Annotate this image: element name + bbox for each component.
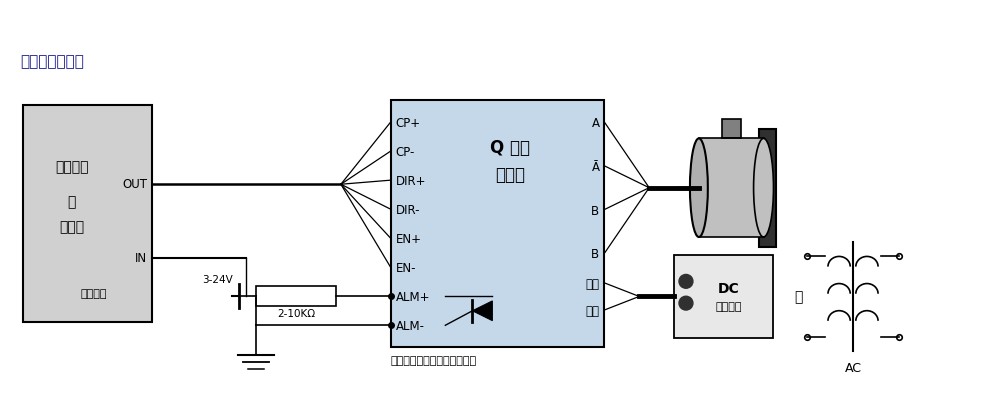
Text: DIR-: DIR-	[396, 204, 420, 217]
Text: 正常光耦导通，报警光耦截止: 正常光耦导通，报警光耦截止	[391, 355, 477, 365]
Bar	[391, 101, 604, 347]
Bar	[759, 129, 776, 247]
Bar	[722, 119, 741, 139]
Text: EN+: EN+	[396, 233, 422, 246]
Text: 数控系统: 数控系统	[55, 160, 89, 174]
Text: EN-: EN-	[396, 262, 416, 275]
Text: ALM-: ALM-	[396, 320, 425, 333]
Text: Q 系列: Q 系列	[490, 139, 530, 156]
Text: A: A	[591, 117, 599, 130]
Text: DC: DC	[718, 281, 740, 296]
Circle shape	[679, 275, 693, 288]
Ellipse shape	[754, 139, 773, 237]
Text: 或: 或	[68, 195, 76, 209]
Text: AC: AC	[845, 361, 862, 374]
Text: 驱动器: 驱动器	[495, 165, 525, 183]
Text: 或: 或	[794, 290, 803, 304]
Text: ALM+: ALM+	[396, 291, 430, 304]
Text: OUT: OUT	[122, 178, 147, 191]
Text: DIR+: DIR+	[396, 175, 426, 188]
Text: 开关电源: 开关电源	[715, 301, 742, 311]
Polygon shape	[472, 301, 492, 321]
Text: 3-24V: 3-24V	[202, 275, 233, 285]
Text: B: B	[591, 204, 599, 217]
Text: CP-: CP-	[396, 146, 415, 159]
Text: 【接线示意图】: 【接线示意图】	[21, 54, 85, 69]
Text: 输入: 输入	[585, 304, 599, 317]
Text: 控制器: 控制器	[59, 219, 84, 233]
Text: CP+: CP+	[396, 117, 421, 130]
Circle shape	[679, 296, 693, 310]
Text: 电源: 电源	[585, 277, 599, 290]
Bar	[699, 139, 764, 237]
Text: 2-10KΩ: 2-10KΩ	[277, 308, 315, 318]
Text: B̄: B̄	[591, 248, 599, 261]
Bar	[674, 255, 773, 339]
Ellipse shape	[690, 139, 708, 237]
Text: 控制电源: 控制电源	[81, 288, 107, 298]
Bar	[23, 106, 152, 322]
Text: Ā: Ā	[591, 160, 599, 173]
Bar	[256, 287, 336, 306]
Text: IN: IN	[135, 252, 147, 264]
